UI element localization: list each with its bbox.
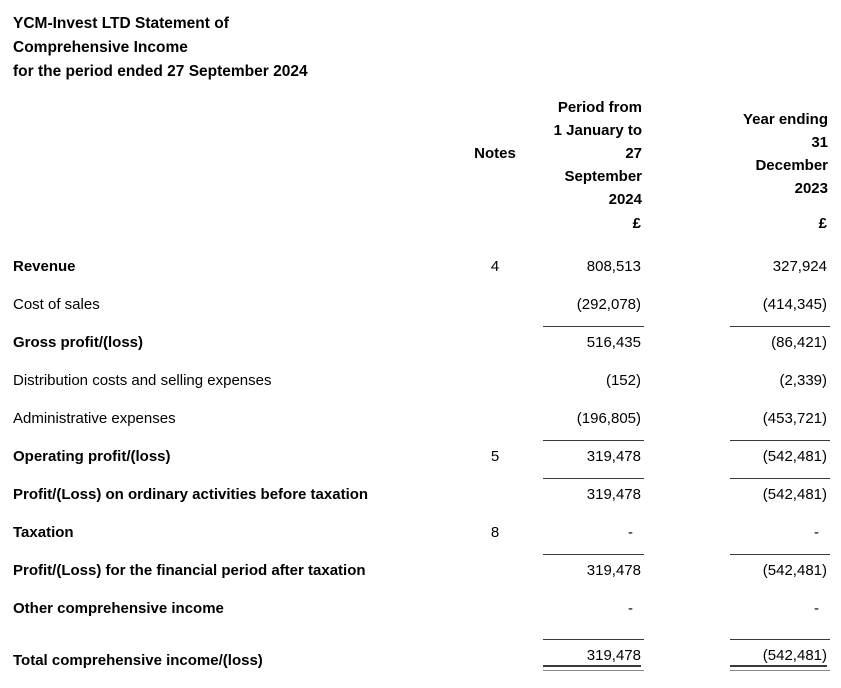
header-label-spacer <box>13 153 465 154</box>
row-note <box>465 389 525 391</box>
row-note: 4 <box>490 258 500 275</box>
row-label: Distribution costs and selling expenses <box>13 372 272 389</box>
year-column-header: Year ending 31 December 2023 <box>742 110 828 197</box>
row-note: 5 <box>490 448 500 465</box>
period-column-header: Period from 1 January to 27 September 20… <box>553 99 642 208</box>
row-value-period: 808,513 <box>586 258 641 275</box>
statement-rows: Revenue 4 808,513 327,924 Cost of sales … <box>13 239 841 671</box>
row-note <box>465 351 525 353</box>
row-value-year: (542,481) <box>730 554 830 581</box>
row-value-year: (542,481) <box>730 440 830 467</box>
title-line-2: Comprehensive Income <box>13 39 188 56</box>
row-value-period: 319,478 <box>543 554 644 581</box>
table-header: Notes Period from 1 January to 27 Septem… <box>13 96 841 211</box>
row-value-year: (453,721) <box>762 410 827 427</box>
table-row: Total comprehensive income/(loss) 319,47… <box>13 639 841 671</box>
row-value-year: (414,345) <box>762 296 827 313</box>
table-row: Other comprehensive income - - <box>13 581 841 619</box>
table-row: Cost of sales (292,078) (414,345) <box>13 277 841 315</box>
row-note <box>465 427 525 429</box>
row-value-year: (542,481) <box>730 478 830 505</box>
row-value-period: 516,435 <box>543 326 644 353</box>
row-note <box>465 503 525 505</box>
table-row: Operating profit/(loss) 5 319,478 (542,4… <box>13 429 841 467</box>
row-label: Profit/(Loss) on ordinary activities bef… <box>13 486 369 503</box>
row-note: 8 <box>490 524 500 541</box>
row-label: Revenue <box>13 258 76 275</box>
row-value-period: 319,478 <box>543 478 644 505</box>
row-label: Taxation <box>13 524 74 541</box>
row-note <box>465 313 525 315</box>
row-value-year: - <box>814 524 819 541</box>
row-value-period: 319,478 <box>543 440 644 467</box>
row-note <box>465 617 525 619</box>
table-row: Gross profit/(loss) 516,435 (86,421) <box>13 315 841 353</box>
year-currency-symbol: £ <box>818 215 827 232</box>
table-row: Profit/(Loss) on ordinary activities bef… <box>13 467 841 505</box>
title-line-3: for the period ended 27 September 2024 <box>13 63 308 80</box>
row-label: Total comprehensive income/(loss) <box>13 652 263 669</box>
period-currency-symbol: £ <box>632 215 641 232</box>
table-row: Revenue 4 808,513 327,924 <box>13 239 841 277</box>
row-note <box>465 579 525 581</box>
row-label: Cost of sales <box>13 296 100 313</box>
row-value-period: (196,805) <box>576 410 641 427</box>
row-value-year: (86,421) <box>730 326 830 353</box>
notes-column-header: Notes <box>474 145 516 162</box>
row-value-year: 327,924 <box>772 258 827 275</box>
row-value-period: - <box>628 524 633 541</box>
currency-symbol-row: £ £ <box>13 212 841 235</box>
row-label: Operating profit/(loss) <box>13 448 171 465</box>
row-value-period: - <box>628 600 633 617</box>
row-value-year: (542,481) <box>730 639 830 671</box>
row-value-year: (2,339) <box>779 372 827 389</box>
row-label: Other comprehensive income <box>13 600 224 617</box>
table-row: Administrative expenses (196,805) (453,7… <box>13 391 841 429</box>
row-value-period: (152) <box>605 372 641 389</box>
row-label: Gross profit/(loss) <box>13 334 144 351</box>
table-row: Taxation 8 - - <box>13 505 841 543</box>
table-row: Profit/(Loss) for the financial period a… <box>13 543 841 581</box>
row-label: Administrative expenses <box>13 410 176 427</box>
blank-spacer-row <box>13 619 841 639</box>
document-title: YCM-Invest LTD Statement of Comprehensiv… <box>13 12 841 84</box>
row-note <box>465 669 525 671</box>
table-row: Distribution costs and selling expenses … <box>13 353 841 391</box>
title-line-1: YCM-Invest LTD Statement of <box>13 15 229 32</box>
row-label: Profit/(Loss) for the financial period a… <box>13 562 366 579</box>
row-value-year: - <box>814 600 819 617</box>
row-value-period: 319,478 <box>543 639 644 671</box>
row-value-period: (292,078) <box>576 296 641 313</box>
